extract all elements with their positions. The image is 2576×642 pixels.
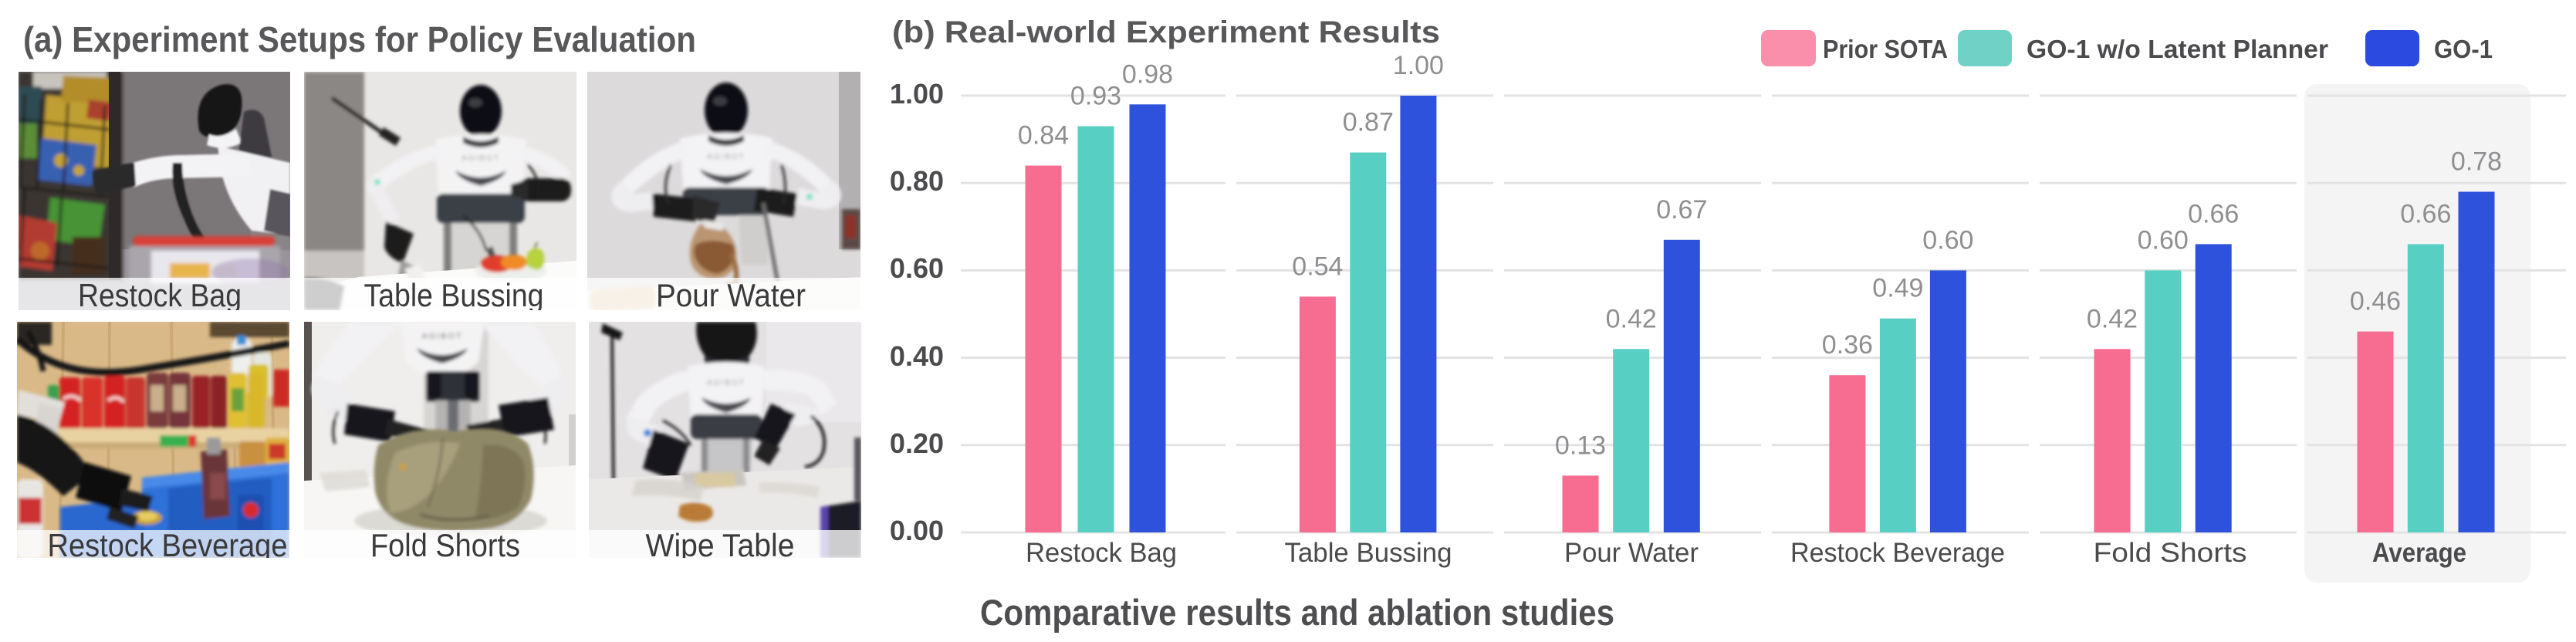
svg-text:0.60: 0.60 (2138, 225, 2189, 255)
svg-text:Table Bussing: Table Bussing (1285, 538, 1452, 568)
svg-text:Prior SOTA: Prior SOTA (1823, 35, 1948, 63)
svg-text:0.36: 0.36 (1822, 330, 1873, 360)
svg-text:0.93: 0.93 (1070, 82, 1121, 111)
svg-text:0.13: 0.13 (1555, 431, 1606, 460)
svg-text:Average: Average (2372, 538, 2466, 568)
svg-text:(a) Experiment Setups for Poli: (a) Experiment Setups for Policy Evaluat… (23, 19, 696, 59)
svg-text:0.67: 0.67 (1656, 195, 1707, 225)
svg-text:0.60: 0.60 (890, 252, 944, 284)
svg-text:AGIBOT: AGIBOT (707, 153, 745, 161)
svg-text:0.84: 0.84 (1018, 121, 1069, 150)
svg-text:0.98: 0.98 (1122, 59, 1173, 89)
svg-text:AGIBOT: AGIBOT (707, 379, 745, 387)
svg-text:Fold Shorts: Fold Shorts (370, 527, 520, 558)
svg-text:0.00: 0.00 (890, 515, 944, 546)
svg-text:Restock Beverage: Restock Beverage (1790, 538, 2005, 568)
svg-text:(b) Real-world Experiment Resu: (b) Real-world Experiment Results (892, 15, 1440, 49)
svg-text:Pour Water: Pour Water (1564, 538, 1699, 568)
svg-text:Table Bussing: Table Bussing (364, 277, 544, 310)
svg-text:GO-1 w/o Latent Planner: GO-1 w/o Latent Planner (2027, 35, 2328, 63)
svg-text:0.66: 0.66 (2400, 199, 2451, 228)
svg-text:1.00: 1.00 (890, 78, 944, 110)
svg-text:GO-1: GO-1 (2434, 35, 2493, 63)
svg-text:AGIBOT: AGIBOT (421, 332, 463, 341)
svg-text:Fold Shorts: Fold Shorts (2094, 538, 2247, 568)
svg-text:0.42: 0.42 (2087, 304, 2138, 333)
svg-text:Pour Water: Pour Water (656, 277, 806, 310)
svg-text:0.60: 0.60 (1922, 225, 1973, 255)
svg-text:0.40: 0.40 (890, 340, 944, 372)
svg-text:Comparative results and ablati: Comparative results and ablation studies (980, 592, 1614, 633)
svg-text:0.42: 0.42 (1606, 304, 1657, 333)
svg-text:0.80: 0.80 (890, 165, 944, 197)
svg-text:1.00: 1.00 (1393, 51, 1444, 80)
svg-text:Restock Bag: Restock Bag (1026, 538, 1177, 568)
svg-text:0.87: 0.87 (1343, 108, 1394, 137)
svg-text:0.46: 0.46 (2350, 287, 2401, 316)
svg-text:0.78: 0.78 (2451, 147, 2502, 177)
svg-text:AGIBOT: AGIBOT (461, 154, 500, 163)
svg-text:0.49: 0.49 (1872, 274, 1923, 303)
svg-text:0.66: 0.66 (2188, 199, 2239, 228)
svg-text:Restock Bag: Restock Bag (78, 277, 242, 310)
svg-text:0.54: 0.54 (1292, 252, 1343, 281)
svg-text:Restock Beverage: Restock Beverage (48, 527, 288, 558)
svg-text:0.20: 0.20 (890, 427, 944, 459)
svg-text:Wipe Table: Wipe Table (646, 527, 795, 558)
